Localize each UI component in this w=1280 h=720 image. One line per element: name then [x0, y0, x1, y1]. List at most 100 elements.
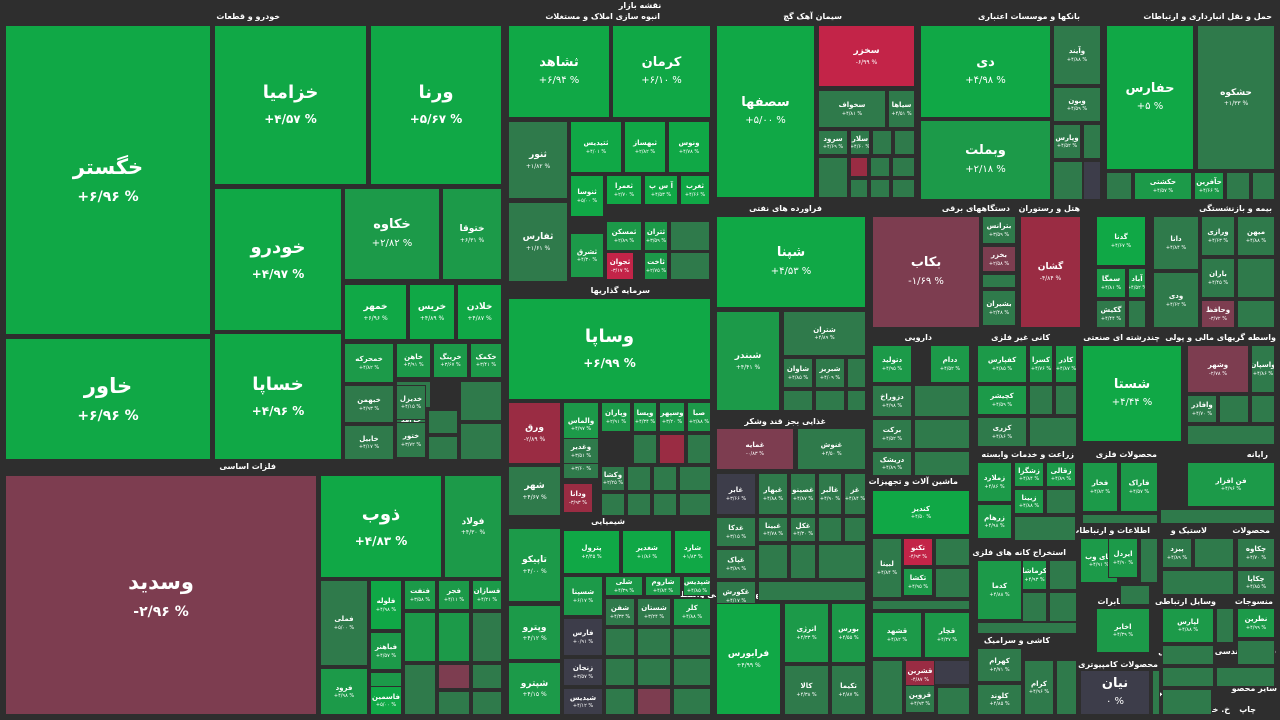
stock-tile-minor[interactable] [472, 664, 502, 689]
stock-tile-sameskan[interactable]: ثمسکن% ۲/۸۹+ [606, 221, 642, 251]
stock-tile-katar[interactable]: کاذر% ۴/۸۷+ [1055, 345, 1077, 383]
stock-tile-satiz[interactable]: ثتیدیس% ۴/۰۱+ [570, 121, 622, 173]
stock-tile-bekab[interactable]: بکاب % ۱/۶۹- [872, 216, 980, 328]
stock-tile-minor[interactable] [850, 157, 868, 177]
stock-tile-nazrin[interactable]: نطرین% ۴/۹۹+ [1237, 608, 1275, 638]
stock-tile-khadizel[interactable]: خدیزل% ۴/۱۵+ [396, 385, 426, 420]
stock-tile-vabemelat[interactable]: وبملت % ۲/۱۸+ [920, 120, 1051, 200]
stock-tile-ghalbar[interactable]: غابر% ۳/۶۶+ [716, 473, 756, 515]
stock-tile-shepna_naft[interactable]: شپنا % ۴/۵۳+ [716, 216, 866, 308]
stock-tile-sanoor[interactable]: ثنور% ۱/۸۲+ [508, 121, 568, 199]
stock-tile-minor[interactable] [605, 688, 635, 715]
stock-tile-khaspa[interactable]: خساپا % ۴/۹۶+ [214, 333, 342, 460]
stock-tile-minor[interactable] [1106, 172, 1132, 200]
stock-tile-minor[interactable] [1162, 570, 1234, 595]
stock-tile-kagol[interactable]: کدما% ۴/۸۸+ [977, 560, 1022, 620]
stock-tile-vafaz[interactable]: وافاذر% ۴/۷۰+ [1187, 395, 1217, 423]
stock-tile-vasalot[interactable]: واسپان% ۴/۸۶+ [1251, 345, 1275, 393]
stock-tile-karam[interactable]: کرام% ۴/۹۶+ [1024, 660, 1054, 715]
stock-tile-dey[interactable]: دی % ۴/۹۸+ [920, 25, 1051, 118]
stock-tile-minor[interactable] [1216, 667, 1275, 687]
stock-tile-minor[interactable] [659, 434, 685, 464]
stock-tile-minor[interactable] [404, 612, 436, 662]
stock-tile-sonosa[interactable]: ثنوسا% ۵/۰۰+ [570, 175, 604, 217]
stock-tile-minor[interactable] [1014, 516, 1076, 541]
stock-tile-shaavan[interactable]: شاوان% ۴/۸۵+ [783, 358, 813, 388]
stock-tile-minor[interactable] [790, 544, 816, 579]
stock-tile-ghakoresh[interactable]: غکورش% ۴/۱۷+ [716, 581, 756, 611]
stock-tile-minor[interactable] [872, 660, 903, 715]
stock-tile-minor[interactable] [1160, 509, 1275, 524]
stock-tile-fajar[interactable]: فجر% ۴/۱۱+ [438, 580, 470, 610]
stock-tile-minor[interactable] [1128, 300, 1146, 328]
stock-tile-minor[interactable] [1120, 585, 1150, 605]
stock-tile-ghabina[interactable]: غبینا% ۴/۷۸+ [758, 517, 788, 542]
stock-tile-minor[interactable] [1226, 172, 1250, 200]
stock-tile-dana[interactable]: دانا% ۴/۸۴+ [1153, 216, 1199, 270]
stock-tile-zarhim[interactable]: زرهام% ۴/۹۸+ [977, 504, 1012, 539]
stock-tile-taparko[interactable]: تاپیکو% ۴/۰۰+ [508, 528, 561, 602]
stock-tile-saakhet[interactable]: ثاخت% ۲/۷۵+ [644, 252, 668, 280]
stock-tile-shasta[interactable]: شستا % ۴/۴۴+ [1082, 345, 1182, 442]
stock-tile-kermaan[interactable]: کرماشا% ۴/۹۳+ [1022, 560, 1047, 590]
stock-tile-boors[interactable]: بورس% ۴/۵۵+ [831, 603, 866, 663]
stock-tile-pazidar[interactable]: پیزد% ۴/۸۹+ [1162, 538, 1192, 568]
stock-tile-minor[interactable] [1162, 689, 1212, 715]
stock-tile-ghashdad[interactable]: قشهد% ۴/۸۲+ [872, 612, 922, 658]
stock-tile-hashkoh[interactable]: حشکوه % ۱/۳۳+ [1197, 25, 1275, 170]
stock-tile-vaband[interactable]: وآیند% ۴/۸۸+ [1053, 25, 1101, 85]
stock-tile-vanoos[interactable]: ونوس% ۴/۷۸+ [668, 121, 710, 173]
stock-tile-minor[interactable] [1029, 385, 1053, 415]
stock-tile-minor[interactable] [653, 493, 677, 516]
stock-tile-minor[interactable] [438, 664, 470, 689]
stock-tile-minor[interactable] [758, 544, 788, 579]
stock-tile-vabon[interactable]: وبون% ۴/۵۹+ [1053, 87, 1101, 122]
stock-tile-minor[interactable] [679, 493, 711, 516]
stock-tile-zob[interactable]: ذوب % ۴/۸۳+ [320, 475, 442, 578]
stock-tile-minor[interactable] [1056, 660, 1077, 715]
stock-tile-kazari[interactable]: کزری% ۴/۸۶+ [977, 417, 1027, 447]
stock-tile-minor[interactable] [438, 691, 470, 715]
stock-tile-minor[interactable] [1049, 560, 1077, 590]
stock-tile-hafarin[interactable]: حآفرین% ۴/۶۶+ [1194, 172, 1224, 200]
stock-tile-ghechar[interactable]: قچار% ۴/۳۷+ [924, 612, 970, 658]
stock-tile-minor[interactable] [1082, 514, 1158, 524]
stock-tile-faraz[interactable]: فاراک% ۴/۵۷+ [1120, 462, 1158, 512]
stock-tile-minor[interactable] [870, 179, 890, 198]
stock-tile-tekno[interactable]: تکنو% ۴/۹۳- [903, 538, 933, 566]
stock-tile-ghapak[interactable]: غپاک% ۳/۸۹+ [716, 549, 756, 579]
stock-tile-khamhrekeh[interactable]: خمحرکه% ۴/۸۲+ [344, 343, 394, 383]
stock-tile-minor[interactable] [404, 664, 436, 715]
stock-tile-minor[interactable] [872, 600, 970, 610]
stock-tile-saroozi[interactable]: سرود% ۴/۶۹+ [818, 130, 848, 155]
stock-tile-minor[interactable] [605, 628, 635, 656]
stock-tile-gadna[interactable]: گدنا% ۴/۶۷+ [1096, 216, 1146, 266]
stock-tile-khavar[interactable]: خاور % ۶/۹۶+ [5, 338, 211, 460]
stock-tile-kahamran[interactable]: کهرام% ۲/۷۱+ [977, 648, 1022, 682]
stock-tile-minor[interactable] [783, 390, 813, 411]
stock-tile-salar[interactable]: سلار% ۴/۶۰+ [850, 130, 870, 155]
stock-tile-varna[interactable]: ورنا % ۵/۶۷+ [370, 25, 502, 185]
stock-tile-chakaveh[interactable]: چکاوه% ۴/۷۰+ [1237, 538, 1275, 568]
stock-tile-kharing[interactable]: خرینگ% ۳/۶۷+ [433, 343, 468, 378]
stock-tile-shapdis[interactable]: شپدیس% ۴/۸۵+ [683, 576, 711, 596]
stock-tile-sagharb[interactable]: ثغرب% ۴/۶۶+ [680, 175, 710, 205]
stock-tile-vasaba[interactable]: صبا% ۲/۸۸+ [687, 402, 711, 432]
stock-tile-minor[interactable] [1252, 172, 1275, 200]
stock-tile-zashgah[interactable]: زشگزا% ۴/۸۴+ [1014, 462, 1044, 487]
stock-tile-minor[interactable] [914, 385, 970, 417]
stock-tile-khotooga[interactable]: ختوقا% ۶/۳۱+ [442, 188, 502, 280]
stock-tile-sefares[interactable]: ثفارس% ۱/۶۱+ [508, 202, 568, 282]
stock-tile-shabnder2[interactable]: شیدیس% ۴/۱۲+ [563, 688, 603, 715]
stock-tile-ghosaba[interactable]: غصینو% ۴/۸۷+ [790, 473, 816, 515]
stock-tile-nayan[interactable]: نیان % ۰ [1080, 670, 1150, 715]
stock-tile-shetran[interactable]: شتران% ۴/۸۹+ [783, 311, 866, 356]
stock-tile-sayaha[interactable]: سیاها% ۴/۵۱+ [888, 90, 915, 128]
stock-tile-khegostar[interactable]: خگستر % ۶/۹۶+ [5, 25, 211, 335]
stock-tile-minor[interactable] [894, 130, 915, 155]
stock-tile-sashahed[interactable]: ثشاهد % ۶/۹۴+ [508, 25, 610, 118]
stock-tile-sasfaha[interactable]: سصفها % ۵/۰۰+ [716, 25, 815, 198]
stock-tile-mihan[interactable]: میهن% ۴/۸۸+ [1237, 216, 1275, 256]
stock-tile-minor[interactable] [914, 419, 970, 449]
stock-tile-kala[interactable]: کالا% ۴/۳۸+ [784, 665, 829, 715]
